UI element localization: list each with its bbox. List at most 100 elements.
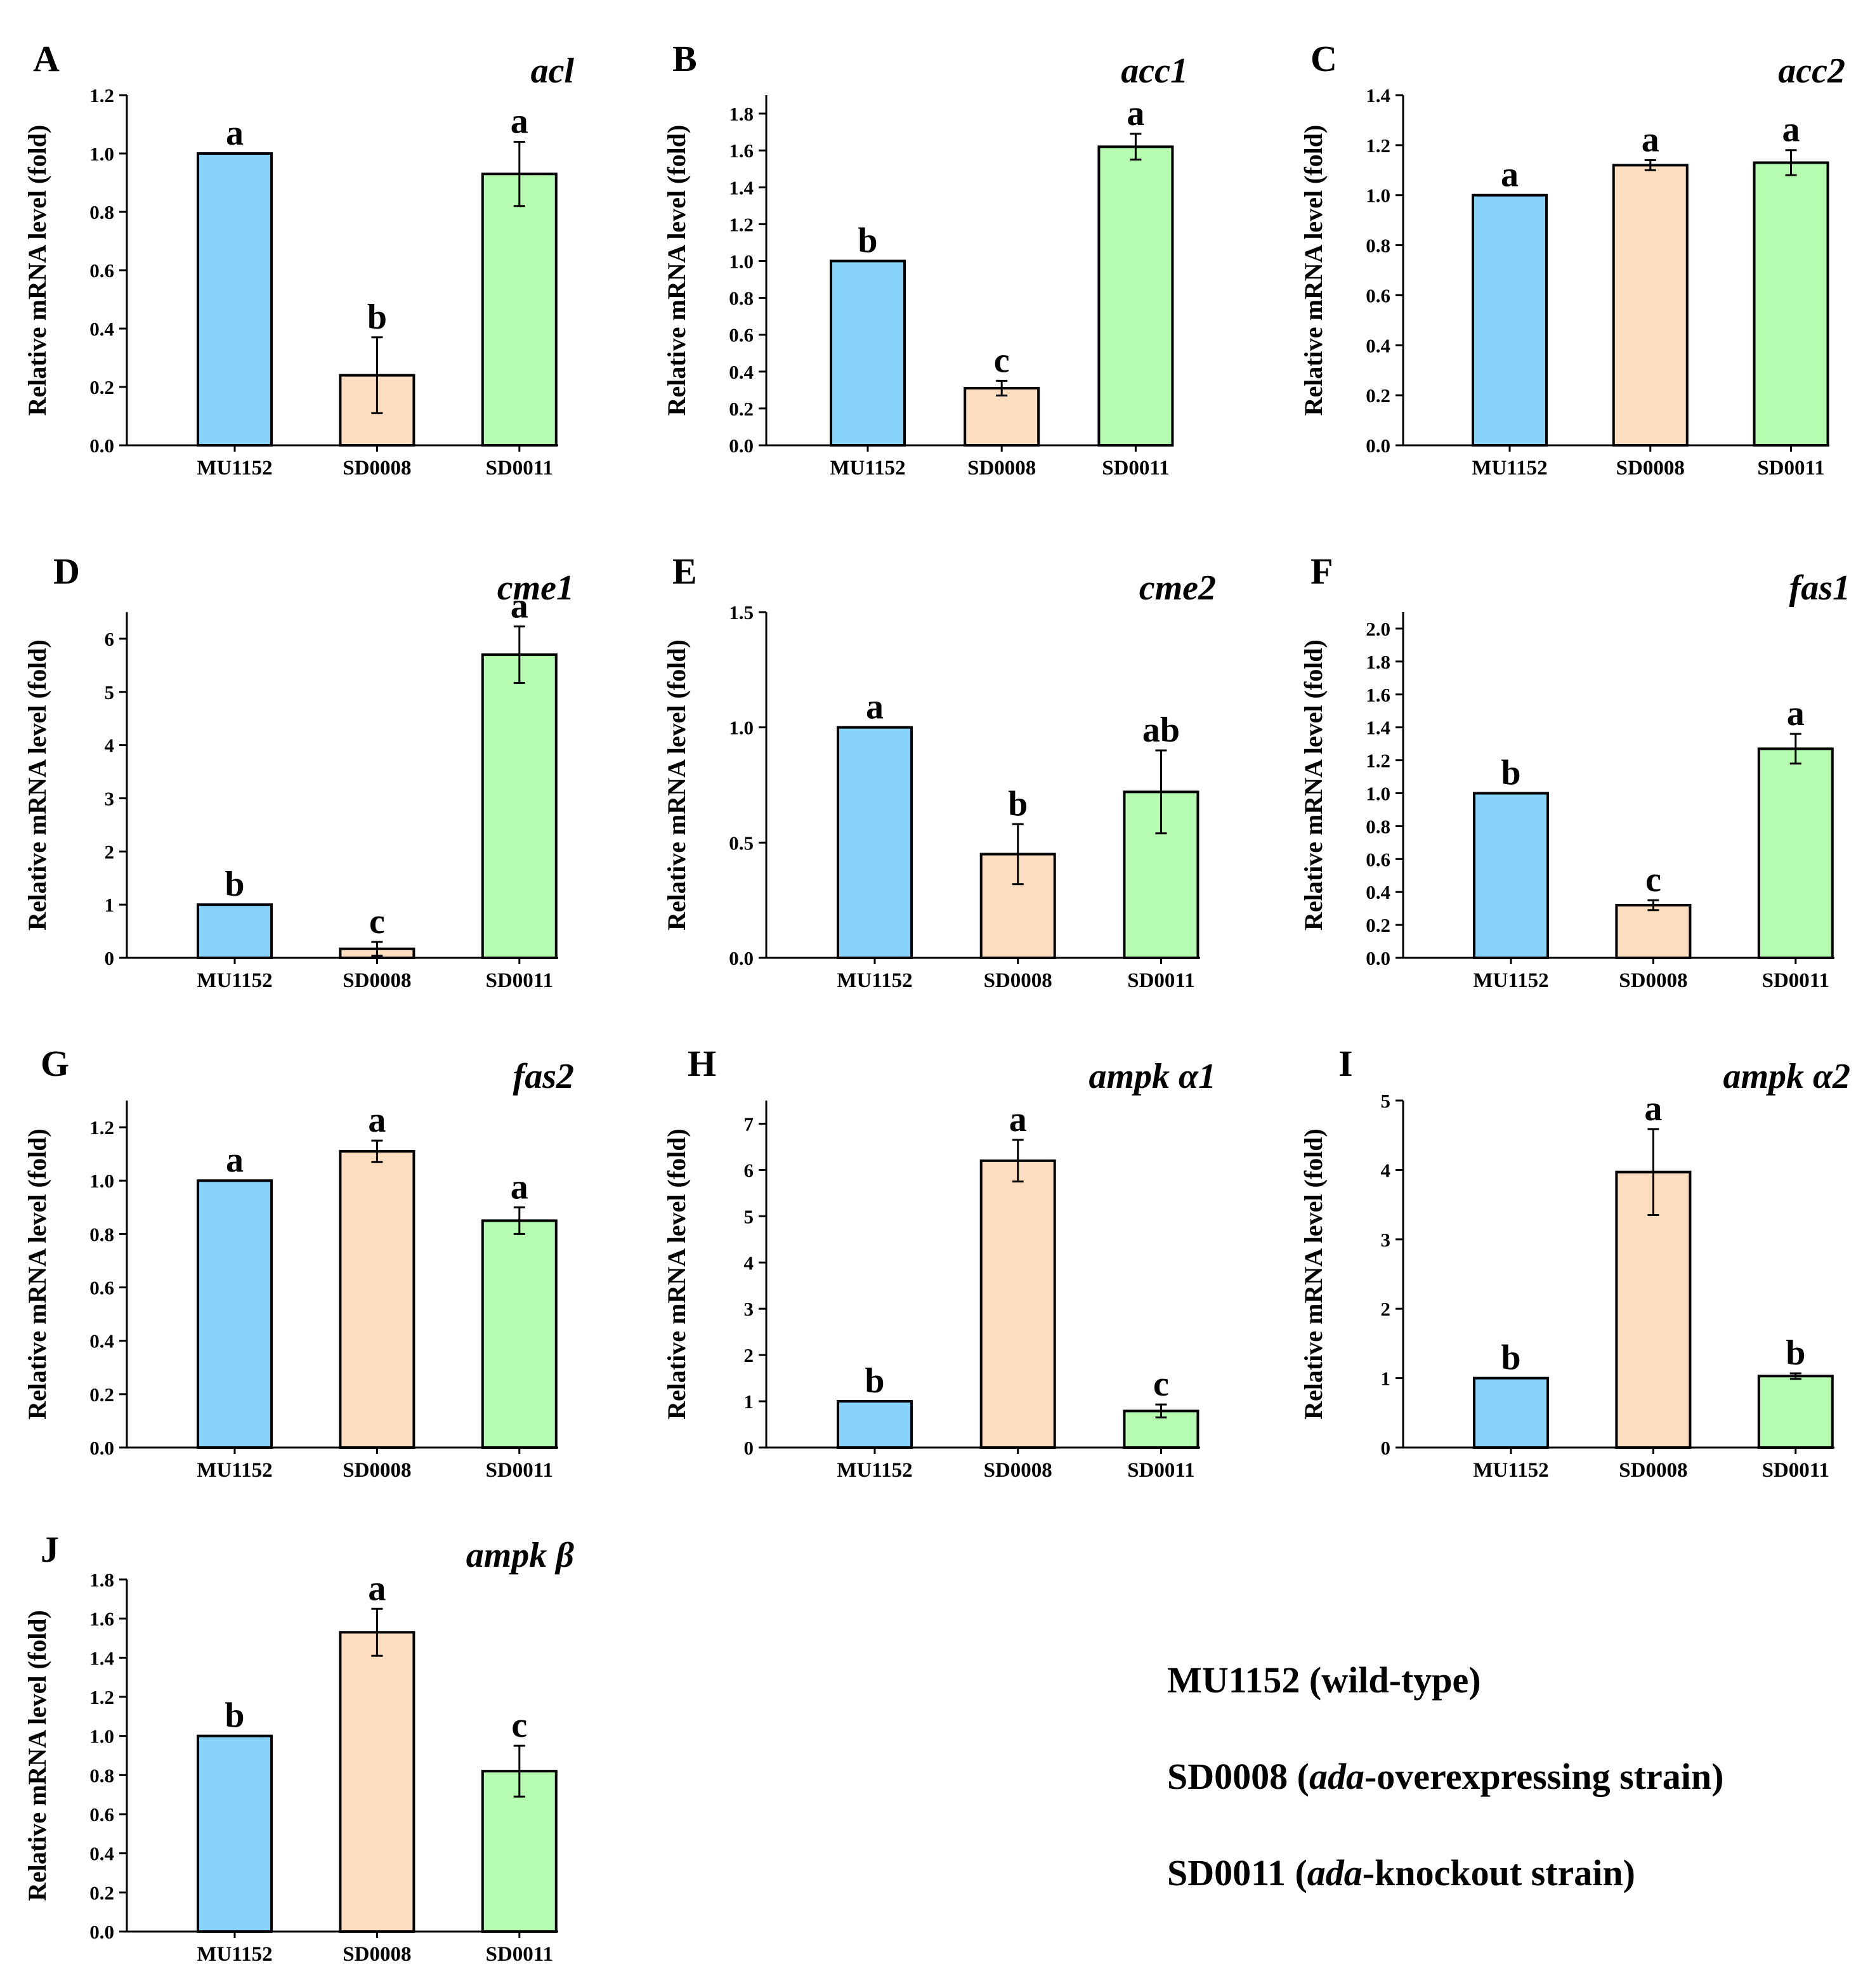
gene-title: acc2 [1778, 51, 1845, 91]
y-tick-label: 0.8 [1366, 235, 1390, 257]
significance-letter: a [226, 1141, 244, 1180]
bar-mu1152 [1473, 792, 1549, 959]
significance-letter: a [1501, 155, 1519, 195]
x-tick-label: MU1152 [1473, 969, 1548, 992]
bar-sd0011 [1097, 145, 1174, 447]
y-tick-label: 0.0 [1366, 435, 1390, 457]
x-tick-label: SD0011 [1762, 969, 1829, 992]
x-tick-label: SD0011 [486, 1459, 553, 1482]
legend: MU1152 (wild-type) SD0008 (ada-overexpre… [1167, 1662, 1724, 1951]
y-tick-label: 0.8 [89, 201, 114, 223]
bar-sd0011 [1757, 1375, 1834, 1449]
y-tick-label: 1.2 [1366, 750, 1390, 772]
y-tick-label: 0.4 [89, 318, 114, 340]
y-tick-label: 1.4 [729, 176, 754, 199]
legend-text: -knockout strain) [1362, 1852, 1635, 1893]
y-tick-label: 1.4 [1366, 717, 1390, 739]
y-tick-label: 1 [1381, 1368, 1391, 1390]
y-axis-label: Relative mRNA level (fold) [662, 125, 691, 416]
y-tick-label: 0.4 [89, 1843, 114, 1865]
y-tick-label: 0.6 [89, 259, 114, 282]
y-tick-label: 0.4 [1366, 334, 1390, 356]
y-axis-label: Relative mRNA level (fold) [23, 1610, 51, 1901]
bar-sd0008 [1615, 903, 1692, 960]
legend-entry-mu1152: MU1152 (wild-type) [1167, 1662, 1724, 1699]
y-tick-label: 1 [744, 1390, 754, 1413]
y-tick-label: 1.6 [729, 140, 754, 162]
x-tick-label: SD0008 [1619, 969, 1687, 992]
significance-letter: c [1153, 1364, 1169, 1404]
y-tick-label: 4 [744, 1252, 754, 1274]
x-tick-label: SD0011 [1127, 969, 1194, 992]
significance-letter: c [369, 902, 385, 941]
x-tick-label: SD0008 [1619, 1459, 1687, 1482]
bar-mu1152 [197, 152, 273, 447]
y-tick-label: 1.2 [89, 1686, 114, 1708]
gene-title: ampk α1 [1088, 1057, 1216, 1096]
y-tick-label: 0.0 [729, 947, 754, 969]
y-tick-label: 0.2 [89, 376, 114, 398]
x-tick-label: MU1152 [837, 1459, 912, 1482]
significance-letter: ab [1142, 710, 1180, 750]
gene-title: acc1 [1121, 51, 1188, 91]
panel-label: I [1338, 1043, 1353, 1084]
bar-sd0008 [339, 1631, 415, 1933]
y-axis-label: Relative mRNA level (fold) [23, 125, 51, 416]
gene-title: ampk β [466, 1536, 575, 1575]
y-tick-label: 1.8 [89, 1569, 114, 1591]
y-tick-label: 4 [1381, 1159, 1391, 1181]
bar-sd0008 [339, 1149, 415, 1449]
x-tick-label: MU1152 [197, 1459, 272, 1482]
legend-text: SD0008 ( [1167, 1756, 1309, 1797]
y-axis-label: Relative mRNA level (fold) [1299, 1128, 1328, 1420]
legend-gene-italic: ada [1307, 1852, 1363, 1893]
y-tick-label: 0.8 [89, 1764, 114, 1786]
panel-label: J [41, 1529, 59, 1570]
y-tick-label: 1.2 [89, 1116, 114, 1139]
significance-letter: a [368, 1101, 386, 1140]
significance-letter: a [1642, 121, 1659, 160]
y-axis-label: Relative mRNA level (fold) [23, 1128, 51, 1420]
y-axis-label: Relative mRNA level (fold) [662, 1128, 691, 1420]
y-tick-label: 7 [744, 1113, 754, 1135]
y-tick-label: 0.5 [729, 832, 754, 854]
significance-letter: b [1786, 1333, 1805, 1373]
panel-label: F [1311, 551, 1333, 592]
legend-entry-sd0008: SD0008 (ada-overexpressing strain) [1167, 1758, 1724, 1795]
y-tick-label: 1.6 [1366, 684, 1390, 706]
y-tick-label: 0.0 [89, 1921, 114, 1943]
y-tick-label: 6 [744, 1159, 754, 1181]
y-axis-label: Relative mRNA level (fold) [1299, 125, 1328, 416]
y-tick-label: 4 [105, 735, 115, 757]
x-tick-label: MU1152 [197, 1943, 272, 1966]
y-tick-label: 0.8 [89, 1223, 114, 1245]
bar-sd0011 [1753, 161, 1829, 447]
bar-sd0008 [964, 386, 1040, 447]
x-tick-label: SD0008 [343, 1459, 411, 1482]
y-tick-label: 0 [105, 947, 115, 969]
y-tick-label: 1.4 [1366, 84, 1390, 107]
y-tick-label: 0.8 [1366, 815, 1390, 837]
bar-mu1152 [837, 726, 913, 959]
bar-mu1152 [197, 1179, 273, 1449]
bar-mu1152 [830, 259, 906, 447]
bar-mu1152 [197, 903, 273, 959]
x-tick-label: MU1152 [837, 969, 912, 992]
legend-gene-italic: ada [1309, 1756, 1364, 1797]
significance-letter: a [1782, 110, 1800, 150]
y-tick-label: 0.2 [89, 1881, 114, 1904]
y-tick-label: 6 [105, 628, 115, 650]
significance-letter: c [994, 341, 1010, 380]
panel-label: H [688, 1043, 716, 1084]
significance-letter: b [225, 1696, 244, 1736]
y-tick-label: 5 [744, 1205, 754, 1227]
bar-sd0008 [1612, 164, 1689, 447]
significance-letter: b [858, 221, 877, 260]
panel-label: E [672, 551, 697, 592]
gene-title: fas2 [513, 1057, 574, 1096]
y-tick-label: 3 [1381, 1229, 1391, 1251]
bar-sd0011 [481, 653, 558, 959]
y-tick-label: 2.0 [1366, 618, 1390, 640]
y-tick-label: 5 [1381, 1090, 1391, 1112]
significance-letter: a [1127, 94, 1144, 133]
